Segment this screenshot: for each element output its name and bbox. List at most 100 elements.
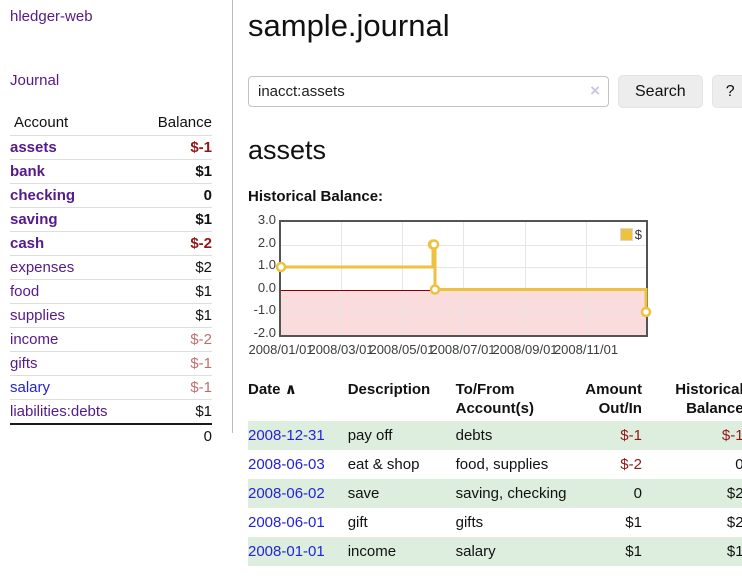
balance-column-header: Balance	[157, 114, 212, 131]
transaction-date-link[interactable]: 2008-01-01	[248, 543, 325, 560]
transaction-accounts: gifts	[455, 514, 484, 531]
register-table: Date ∧ Description To/From Account(s) Am…	[248, 377, 742, 566]
transaction-amount: $-1	[620, 427, 642, 444]
transaction-amount: 0	[633, 485, 642, 502]
search-button[interactable]: Search	[618, 75, 703, 108]
y-axis-tick-label: -1.0	[253, 302, 276, 317]
page-title: sample.journal	[248, 8, 450, 43]
transaction-accounts: food, supplies	[455, 456, 549, 473]
transaction-row: 2008-06-01 gift gifts $1 $2	[248, 508, 742, 537]
transaction-description: pay off	[347, 427, 393, 444]
account-link[interactable]: saving	[10, 211, 58, 228]
account-row: salary $-1	[10, 375, 212, 400]
transaction-row: 2008-01-01 income salary $1 $1	[248, 537, 742, 566]
account-balance: $-1	[136, 135, 212, 160]
sidebar: hledger-web Journal Account Balance asse…	[0, 0, 233, 448]
account-row: cash $-2	[10, 231, 212, 256]
account-row: supplies $1	[10, 303, 212, 328]
account-link[interactable]: cash	[10, 235, 45, 252]
accounts-total-row: 0	[10, 423, 212, 448]
account-link[interactable]: salary	[10, 379, 51, 396]
account-link[interactable]: supplies	[10, 307, 66, 324]
x-axis-tick-label: 2008/11/01	[553, 342, 619, 357]
column-header-date[interactable]: Date ∧	[248, 381, 297, 398]
transaction-row: 2008-06-03 eat & shop food, supplies $-2 0	[248, 450, 742, 479]
account-balance: $-1	[136, 375, 212, 400]
y-axis-tick-label: 0.0	[257, 279, 276, 295]
column-header-description: Description	[347, 381, 431, 398]
historical-balance-chart: $ 3.0 2.0 1.0 0.0 -1.0 -2.0 2008/01/01 2008/03…	[248, 212, 668, 360]
account-row: income $-2	[10, 327, 212, 352]
account-link[interactable]: assets	[10, 139, 57, 156]
transaction-accounts: saving, checking	[455, 485, 567, 502]
account-row: liabilities:debts $1	[10, 399, 212, 424]
transaction-description: income	[347, 543, 397, 560]
sidebar-item-journal[interactable]: Journal	[10, 72, 60, 89]
transaction-accounts: debts	[455, 427, 493, 444]
x-axis-tick-label: 2008/05/01	[369, 342, 435, 357]
account-link[interactable]: liabilities:debts	[10, 403, 108, 420]
y-axis-tick-label: -2.0	[253, 324, 276, 340]
accounts-table: Account Balance assets $-1 bank $1 checking 0…	[10, 111, 212, 448]
account-balance: $2	[136, 255, 212, 280]
account-row: checking 0	[10, 183, 212, 208]
search-input[interactable]	[248, 76, 609, 107]
x-axis-tick-label: 2008/03/01	[308, 342, 374, 357]
transaction-balance: 0	[735, 456, 742, 473]
chart-legend: $	[619, 227, 642, 242]
account-row: gifts $-1	[10, 351, 212, 376]
account-row: saving $1	[10, 207, 212, 232]
search-bar: × Search ?	[248, 75, 742, 108]
transaction-description: gift	[347, 514, 368, 531]
column-header-balance: Historical Balance	[675, 381, 742, 417]
column-header-amount: Amount Out/In	[585, 381, 642, 417]
transaction-description: eat & shop	[347, 456, 420, 473]
transaction-date-link[interactable]: 2008-12-31	[248, 427, 325, 444]
transaction-accounts: salary	[455, 543, 496, 560]
account-link[interactable]: checking	[10, 187, 76, 204]
chart-x-axis: 2008/01/01 2008/03/01 2008/05/01 2008/07/01…	[248, 342, 648, 360]
page: hledger-web Journal Account Balance asse…	[0, 0, 742, 566]
account-title: assets	[248, 135, 327, 165]
account-row: bank $1	[10, 159, 212, 184]
account-balance: $-1	[136, 351, 212, 376]
transaction-amount: $1	[625, 543, 642, 560]
sort-ascending-icon: ∧	[284, 381, 297, 398]
app-title-link[interactable]: hledger-web	[10, 8, 93, 25]
transaction-date-link[interactable]: 2008-06-03	[248, 456, 325, 473]
account-balance: $-2	[136, 327, 212, 352]
account-balance: $1	[136, 303, 212, 328]
account-balance: 0	[136, 183, 212, 208]
account-row: expenses $2	[10, 255, 212, 280]
column-header-accounts: To/From Account(s)	[455, 381, 534, 417]
account-link[interactable]: food	[10, 283, 40, 300]
account-balance: $1	[136, 159, 212, 184]
account-link[interactable]: gifts	[10, 355, 38, 372]
legend-label: $	[634, 227, 642, 242]
transaction-description: save	[347, 485, 380, 502]
transaction-row: 2008-06-02 save saving, checking 0 $2	[248, 479, 742, 508]
transaction-row: 2008-12-31 pay off debts $-1 $-1	[248, 421, 742, 450]
clear-search-icon[interactable]: ×	[590, 81, 600, 100]
account-row: food $1	[10, 279, 212, 304]
transaction-amount: $-2	[620, 456, 642, 473]
y-axis-tick-label: 1.0	[257, 257, 276, 272]
transaction-balance: $-1	[721, 427, 742, 444]
chart-label: Historical Balance:	[248, 188, 384, 205]
x-axis-tick-label: 2008/09/01	[492, 342, 558, 357]
x-axis-tick-label: 2008/07/01	[430, 342, 496, 357]
chart-plot-area: $	[275, 220, 652, 337]
account-balance: $1	[136, 399, 212, 424]
y-axis-tick-label: 2.0	[257, 234, 276, 250]
account-balance: $1	[136, 279, 212, 304]
help-button[interactable]: ?	[711, 75, 742, 108]
account-link[interactable]: income	[10, 331, 59, 348]
account-link[interactable]: expenses	[10, 259, 75, 276]
transaction-date-link[interactable]: 2008-06-02	[248, 485, 325, 502]
account-balance: $1	[136, 207, 212, 232]
accounts-total: 0	[136, 423, 212, 448]
account-link[interactable]: bank	[10, 163, 46, 180]
transaction-date-link[interactable]: 2008-06-01	[248, 514, 325, 531]
transaction-balance: $2	[726, 485, 742, 502]
accounts-column-header: Account	[14, 114, 69, 131]
